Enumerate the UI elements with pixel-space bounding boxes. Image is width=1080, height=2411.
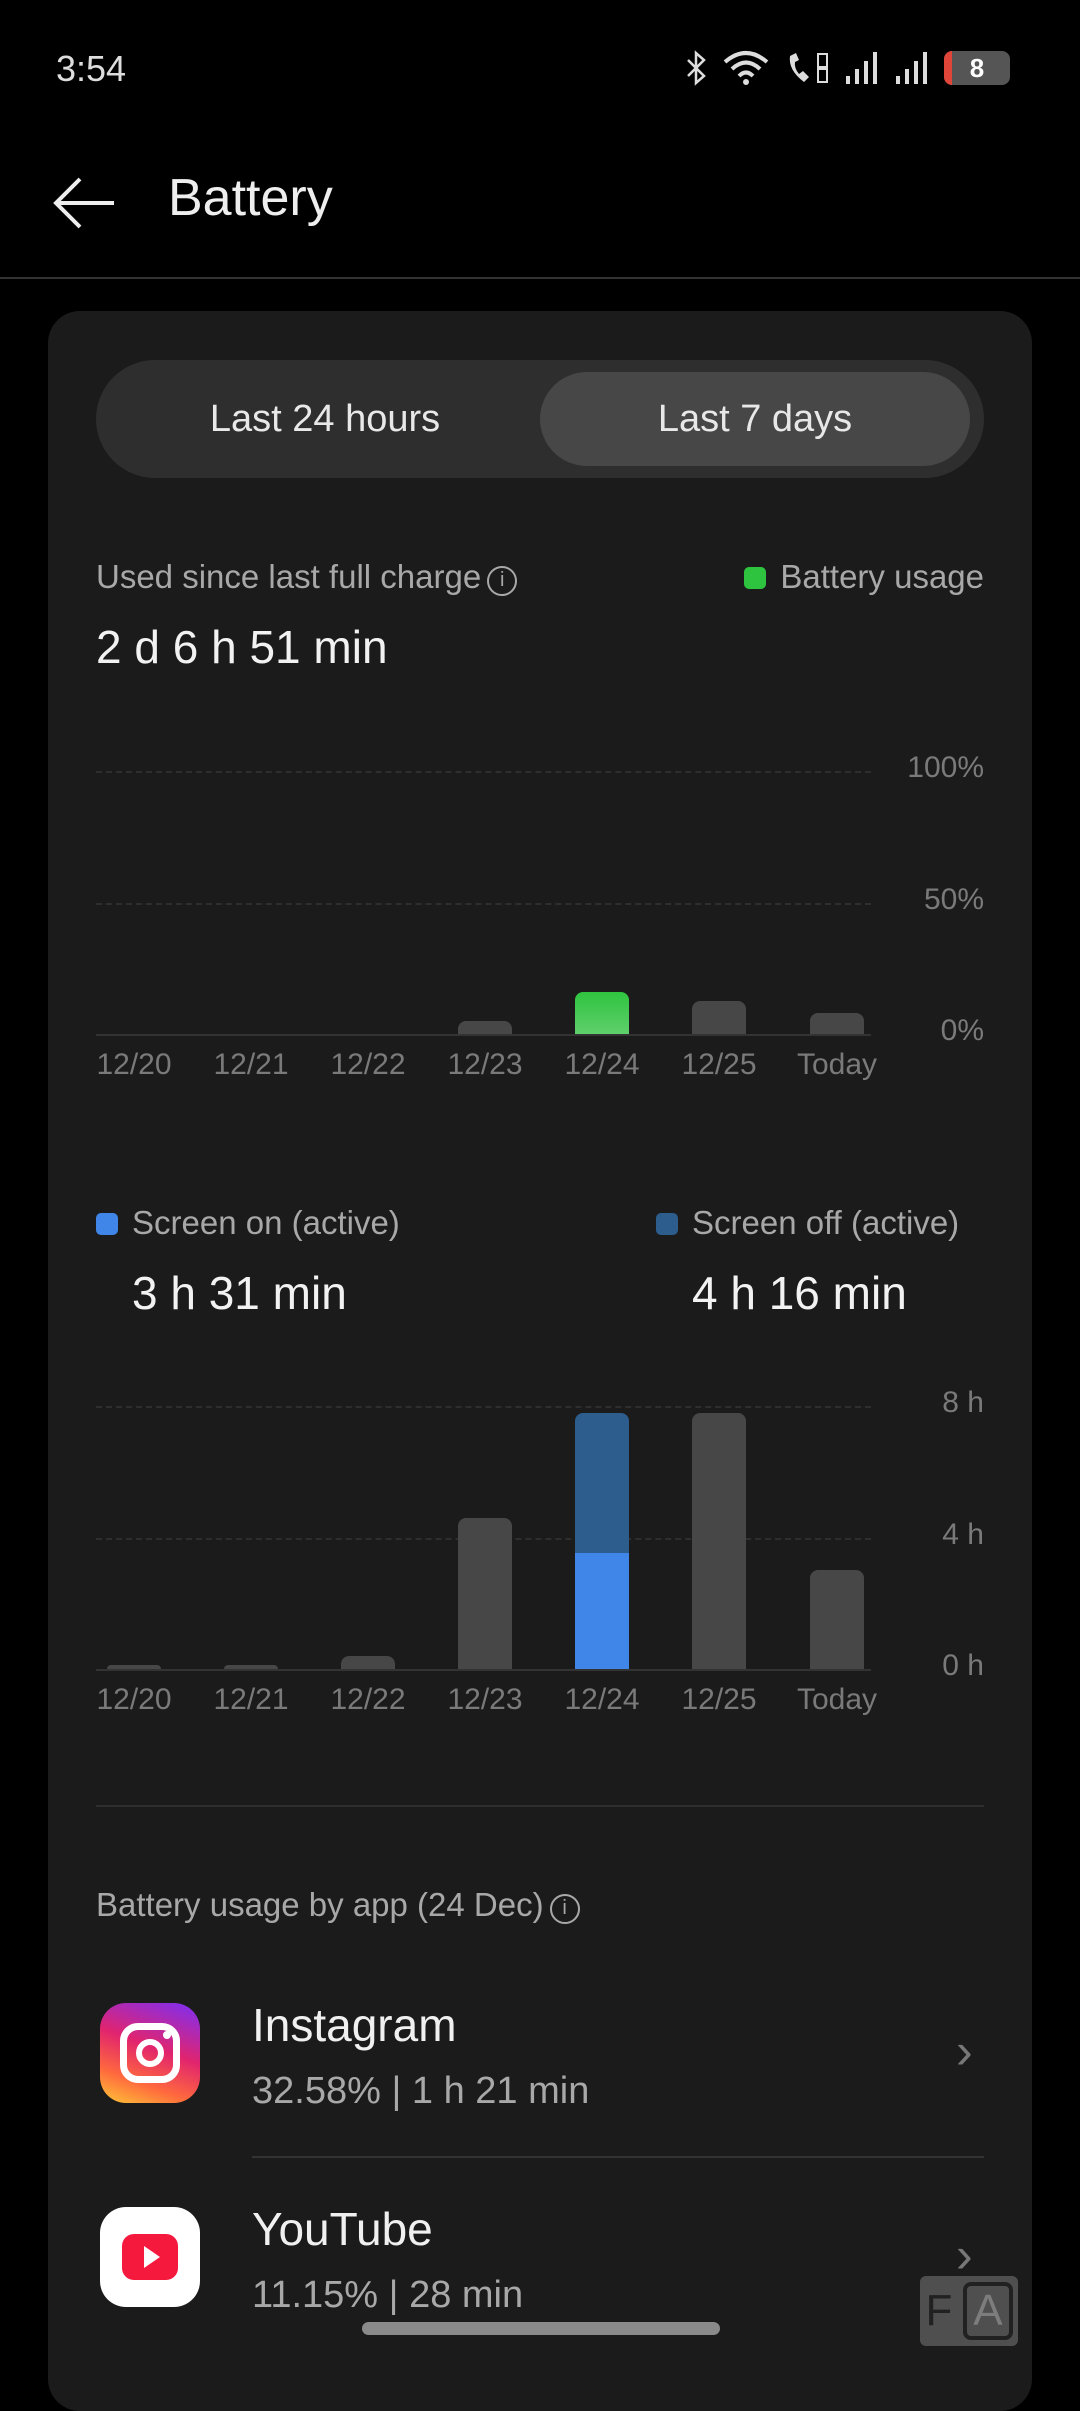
bar-screen-on: [575, 1553, 629, 1669]
legend-label: Screen off (active): [692, 1204, 960, 1241]
wifi-icon: [723, 51, 769, 85]
x-tick-label: Today: [796, 1683, 878, 1716]
app-name: Instagram: [252, 1999, 457, 2051]
signal-sim1-icon: [846, 52, 877, 84]
screen-off-value: 4 h 16 min: [692, 1267, 907, 1319]
y-tick-label: 8 h: [942, 1386, 984, 1419]
chevron-right-icon: ›: [956, 2227, 973, 2283]
bar: [458, 1020, 512, 1034]
y-tick-label: 4 h: [942, 1517, 984, 1551]
tab-last-24-hours[interactable]: Last 24 hours: [209, 397, 441, 440]
info-icon[interactable]: i: [487, 566, 518, 596]
apps-section-title: Battery usage by app (24 Dec): [96, 1886, 544, 1923]
app-row-youtube[interactable]: YouTube 11.15% | 28 min ›: [48, 2174, 1032, 2344]
x-tick-label: 12/25: [681, 1048, 757, 1081]
x-tick-label: 12/20: [96, 1048, 172, 1081]
y-tick-label: 0 h: [942, 1649, 984, 1682]
bar: [810, 1012, 864, 1034]
app-name: YouTube: [252, 2203, 433, 2255]
legend-label: Battery usage: [780, 558, 984, 595]
bar: [458, 1517, 512, 1669]
instagram-icon: [100, 2003, 200, 2103]
gridline: [96, 902, 871, 905]
bar: [224, 1665, 278, 1669]
x-tick-label: 12/23: [447, 1048, 523, 1081]
chevron-right-icon: ›: [956, 2023, 973, 2079]
info-icon[interactable]: i: [549, 1894, 580, 1924]
bluetooth-icon: [687, 50, 706, 86]
x-tick-label: 12/22: [330, 1048, 406, 1081]
wifi-calling-icon: [789, 53, 828, 83]
battery-icon: 8: [944, 51, 1010, 85]
usage-label-row: Used since last full charge i: [96, 558, 518, 596]
legend-label: Screen on (active): [132, 1204, 400, 1241]
y-tick-label: 0%: [940, 1014, 984, 1047]
x-tick-label: 12/23: [447, 1683, 523, 1716]
bar: [692, 1001, 746, 1034]
x-axis: [96, 1669, 871, 1671]
x-tick-label: 12/22: [330, 1683, 406, 1716]
back-button[interactable]: [52, 175, 118, 236]
battery-card: [48, 311, 1032, 2411]
status-time: 3:54: [56, 48, 127, 89]
home-indicator[interactable]: [362, 2322, 720, 2335]
x-tick-label: 12/24: [564, 1048, 640, 1081]
legend-dot: [744, 567, 767, 589]
bar: [341, 1655, 395, 1669]
status-bar: 3:54 8: [0, 0, 1080, 140]
y-tick-label: 100%: [907, 751, 984, 784]
x-tick-label: 12/24: [564, 1683, 640, 1716]
page-title: Battery: [168, 169, 333, 227]
x-tick-label: 12/21: [213, 1048, 289, 1081]
legend-dot: [656, 1213, 678, 1235]
bar-screen-off: [575, 1412, 629, 1554]
bar: [575, 991, 629, 1034]
legend-dot: [96, 1213, 118, 1235]
app-usage: 11.15% | 28 min: [252, 2274, 524, 2316]
arrow-left-icon: [53, 177, 114, 229]
used-since-label: Used since last full charge: [96, 558, 482, 595]
section-divider: [96, 1805, 984, 1807]
battery-usage-legend: Battery usage: [744, 558, 984, 596]
app-row-instagram[interactable]: Instagram 32.58% | 1 h 21 min ›: [48, 1970, 1032, 2140]
bar: [692, 1412, 746, 1669]
tab-last-7-days[interactable]: Last 7 days: [540, 372, 970, 466]
app-usage: 32.58% | 1 h 21 min: [252, 2070, 590, 2112]
used-since-value: 2 d 6 h 51 min: [96, 621, 388, 673]
screen-on-legend: Screen on (active): [96, 1204, 400, 1242]
status-icons: 8: [684, 50, 1010, 86]
screen-on-value: 3 h 31 min: [132, 1267, 347, 1319]
gridline: [96, 1406, 871, 1408]
signal-sim2-icon: [896, 52, 927, 84]
x-tick-label: Today: [796, 1048, 878, 1081]
x-tick-label: 12/21: [213, 1683, 289, 1716]
time-range-toggle: Last 24 hours Last 7 days: [96, 360, 984, 478]
bar: [810, 1570, 864, 1669]
bar: [107, 1665, 161, 1669]
x-tick-label: 12/25: [681, 1683, 757, 1716]
screen-off-legend: Screen off (active): [656, 1204, 959, 1242]
gridline: [96, 771, 871, 773]
x-tick-label: 12/20: [96, 1683, 172, 1716]
header-divider: [0, 277, 1080, 279]
youtube-icon: [100, 2207, 200, 2307]
apps-section-title-row: Battery usage by app (24 Dec) i: [96, 1886, 580, 1924]
x-axis: [96, 1034, 871, 1036]
row-divider: [252, 2156, 984, 2158]
y-tick-label: 50%: [923, 882, 984, 916]
